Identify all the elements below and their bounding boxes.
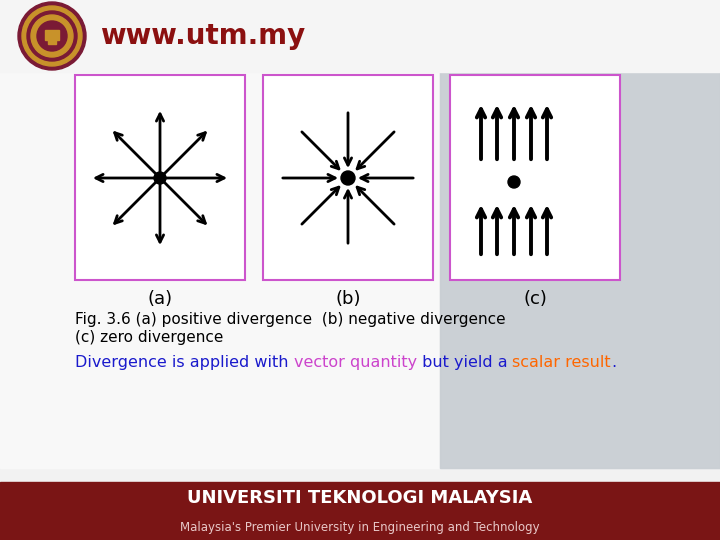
Text: scalar result: scalar result bbox=[513, 355, 611, 370]
Circle shape bbox=[154, 172, 166, 184]
Circle shape bbox=[31, 15, 73, 57]
Circle shape bbox=[22, 6, 82, 66]
Bar bbox=[440, 70, 720, 468]
Text: UNIVERSITI TEKNOLOGI MALAYSIA: UNIVERSITI TEKNOLOGI MALAYSIA bbox=[187, 489, 533, 507]
Circle shape bbox=[341, 171, 355, 185]
Bar bbox=[450, 75, 620, 280]
Text: .: . bbox=[611, 355, 616, 370]
Bar bbox=[0, 0, 720, 72]
Bar bbox=[75, 75, 245, 280]
Text: (c): (c) bbox=[523, 290, 547, 308]
Text: (c) zero divergence: (c) zero divergence bbox=[75, 330, 223, 345]
Circle shape bbox=[37, 21, 67, 51]
Circle shape bbox=[18, 2, 86, 70]
Text: but yield a: but yield a bbox=[417, 355, 513, 370]
Text: Divergence is applied with: Divergence is applied with bbox=[75, 355, 294, 370]
Bar bbox=[48, 39, 56, 44]
Text: www.utm.my: www.utm.my bbox=[100, 22, 305, 50]
Text: (a): (a) bbox=[148, 290, 173, 308]
Circle shape bbox=[27, 11, 77, 61]
Bar bbox=[45, 30, 59, 40]
Bar bbox=[0, 0, 480, 468]
Text: Malaysia's Premier University in Engineering and Technology: Malaysia's Premier University in Enginee… bbox=[180, 521, 540, 534]
Bar bbox=[0, 482, 720, 540]
Text: Fig. 3.6 (a) positive divergence  (b) negative divergence: Fig. 3.6 (a) positive divergence (b) neg… bbox=[75, 312, 505, 327]
Bar bbox=[263, 75, 433, 280]
Text: vector quantity: vector quantity bbox=[294, 355, 417, 370]
Circle shape bbox=[508, 176, 520, 188]
Text: (b): (b) bbox=[336, 290, 361, 308]
Bar bbox=[440, 70, 720, 468]
